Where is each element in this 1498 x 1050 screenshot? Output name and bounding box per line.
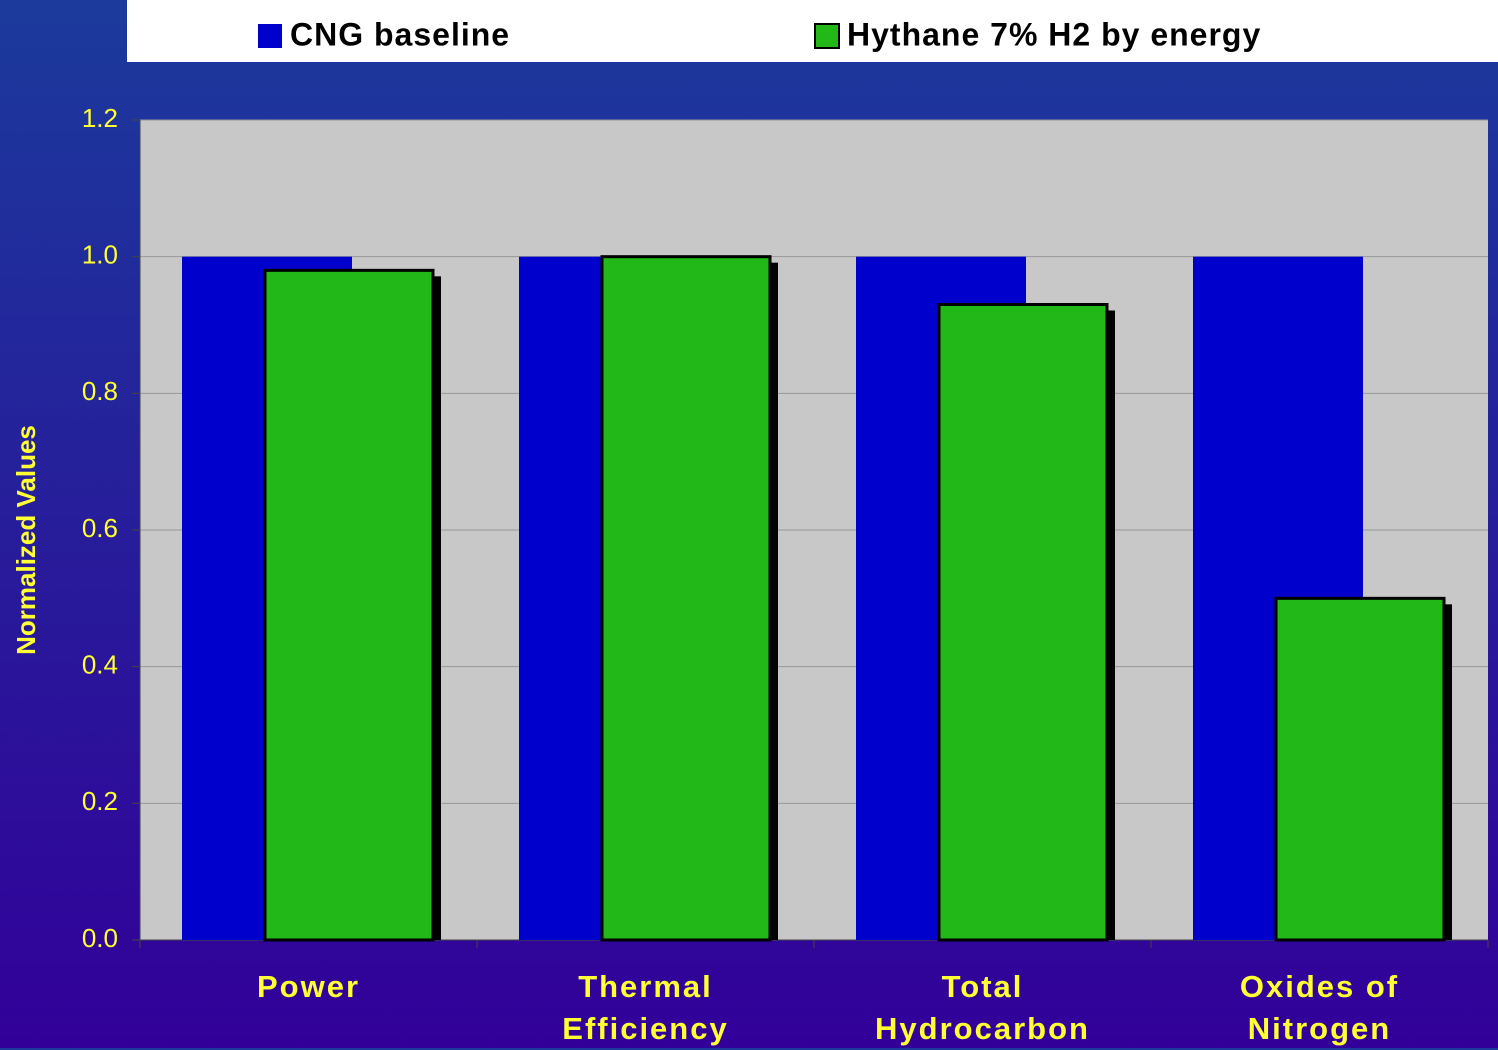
legend-swatch — [258, 24, 282, 48]
y-tick-label: 0.6 — [82, 513, 118, 543]
legend-label: CNG baseline — [290, 16, 510, 52]
bar — [263, 268, 435, 942]
y-tick-label: 1.2 — [82, 103, 118, 133]
bar — [1274, 596, 1446, 942]
legend-swatch — [814, 23, 840, 49]
x-tick-label: Thermal Efficiency — [562, 969, 729, 1046]
y-tick-label: 0.0 — [82, 923, 118, 953]
y-tick-label: 1.0 — [82, 240, 118, 270]
bar — [937, 303, 1109, 942]
legend-label: Hythane 7% H2 by energy — [847, 16, 1261, 52]
x-tick-label: Power — [256, 969, 361, 1004]
y-tick-label: 0.4 — [82, 650, 118, 680]
x-tick-label: Oxides of Nitrogen — [1239, 969, 1400, 1046]
x-tick-label: Total Hydrocarbon — [875, 969, 1090, 1046]
legend-box — [127, 0, 1498, 62]
bar — [600, 255, 772, 942]
y-tick-label: 0.8 — [82, 376, 118, 406]
y-axis-label: Normalized Values — [11, 425, 41, 655]
y-tick-label: 0.2 — [82, 786, 118, 816]
